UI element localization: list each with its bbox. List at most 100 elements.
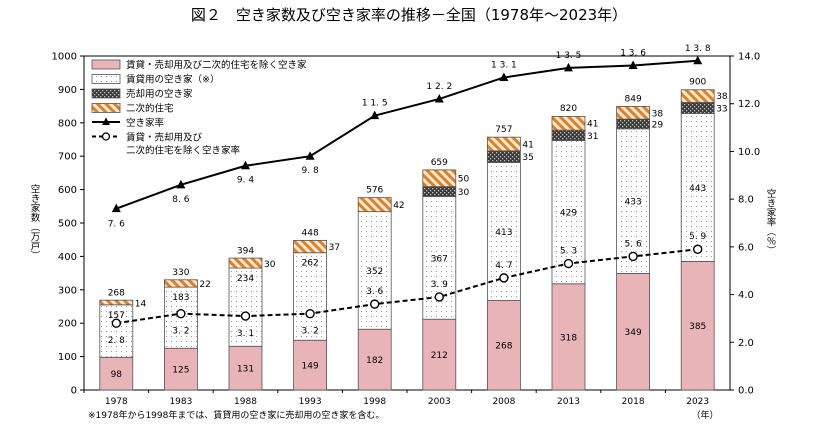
vacancy-rate-point — [370, 110, 380, 120]
total-label: 659 — [431, 158, 448, 168]
bar-secondary — [293, 239, 328, 254]
other-vacancy-rate-label: 3. 2 — [172, 327, 189, 337]
y2-tick-label: 6.0 — [738, 242, 754, 253]
vacancy-rate-point — [499, 72, 509, 81]
other-vacancy-rate-point — [370, 299, 380, 309]
legend-swatch — [91, 74, 121, 84]
chart-title: 図２ 空き家数及び空き家率の推移－全国（1978年～2023年） — [191, 6, 627, 24]
x-tick-label: 2018 — [622, 397, 645, 407]
x-tick-label: 1983 — [169, 397, 192, 407]
legend-swatch — [91, 59, 121, 70]
bar-for-sale — [551, 129, 586, 141]
data-label: 35 — [522, 153, 533, 163]
data-label: 212 — [431, 351, 448, 361]
total-label: 394 — [237, 246, 254, 256]
data-label: 183 — [172, 293, 189, 303]
legend-triangle-marker — [102, 117, 110, 125]
vacancy-rate-point — [241, 160, 250, 170]
y2-tick-label: 2.0 — [738, 338, 754, 349]
total-label: 849 — [625, 94, 642, 104]
legend-label: 二次的住宅を除く空き家率 — [126, 145, 241, 157]
legend-label: 売却用の空き家 — [126, 88, 193, 100]
legend-label: 二次的住宅 — [126, 103, 174, 115]
vacancy-rate-label: 9. 4 — [237, 176, 254, 186]
legend-label: 賃貸用の空き家（※） — [126, 74, 219, 86]
other-vacancy-rate-line — [116, 248, 698, 325]
x-tick-label: 2013 — [557, 397, 580, 407]
bar-rental — [357, 211, 392, 330]
data-label: 429 — [560, 209, 577, 219]
other-vacancy-rate-point — [499, 273, 509, 283]
legend-label: 空き家率 — [126, 117, 165, 129]
other-vacancy-rate-point — [563, 258, 574, 269]
legend-swatch — [91, 103, 121, 113]
other-vacancy-rate-label: 4. 7 — [495, 261, 512, 271]
data-label: 98 — [111, 370, 123, 380]
vacancy-rate-label: 9. 8 — [302, 166, 319, 176]
x-tick-label: 1993 — [299, 397, 322, 407]
total-label: 900 — [689, 77, 706, 87]
x-tick-label: 2008 — [492, 397, 515, 407]
other-vacancy-rate-label: 3. 2 — [302, 327, 319, 337]
data-label: 42 — [393, 201, 404, 211]
vacancy-rate-label: 8. 6 — [172, 195, 189, 205]
bar-secondary — [357, 197, 392, 213]
bar-secondary — [422, 169, 457, 187]
y2-tick-label: 10.0 — [738, 147, 760, 158]
data-label: 41 — [522, 141, 533, 151]
data-label: 37 — [329, 243, 340, 253]
legend-label: 賃貸・売却用及び二次的住宅を除く空き家 — [126, 59, 307, 71]
other-vacancy-rate-label: 5. 3 — [560, 247, 577, 257]
x-axis-unit: （年） — [691, 409, 718, 421]
bar-secondary — [99, 299, 134, 306]
data-label: 131 — [237, 365, 254, 375]
data-label: 38 — [716, 92, 728, 102]
bars: 98 157 14 268 125 183 22 330 131 234 30 394 149 262 37… — [99, 77, 728, 391]
vacancy-rate-point — [111, 203, 121, 213]
y2-tick-label: 12.0 — [738, 99, 760, 110]
vacancy-rate-label: 1 2. 2 — [426, 82, 452, 92]
bar-secondary — [680, 89, 715, 103]
data-label: 38 — [652, 109, 664, 119]
vacancy-rate-point — [305, 151, 315, 160]
bar-other-vacant — [680, 261, 715, 391]
data-label: 349 — [625, 328, 642, 338]
bar-for-sale — [486, 150, 521, 163]
total-label: 448 — [302, 228, 319, 238]
legend-circle-marker — [101, 132, 111, 141]
data-label: 14 — [135, 299, 147, 309]
other-vacancy-rate-point — [176, 308, 186, 319]
vacancy-rate-label: 1 1. 5 — [362, 99, 388, 109]
y-tick-label: 200 — [58, 319, 77, 330]
y-tick-label: 100 — [58, 352, 77, 363]
data-label: 413 — [495, 228, 512, 238]
data-label: 352 — [366, 267, 383, 277]
y-tick-label: 800 — [58, 118, 77, 129]
vacancy-rate-point — [176, 179, 186, 189]
total-label: 330 — [172, 268, 189, 278]
bar-rental — [680, 113, 715, 262]
bar-for-sale — [422, 186, 457, 198]
vacancy-rate-point — [434, 93, 444, 103]
y-tick-label: 900 — [58, 85, 77, 96]
other-vacancy-rate-label: 3. 6 — [366, 287, 383, 297]
bar-other-vacant — [486, 300, 521, 391]
other-vacancy-rate-point — [305, 308, 315, 319]
other-vacancy-rate-point — [434, 292, 444, 302]
bar-secondary — [228, 257, 263, 269]
vacancy-rate-label: 7. 6 — [108, 220, 125, 230]
bar-for-sale — [616, 118, 650, 130]
other-vacancy-rate-label: 5. 6 — [625, 239, 642, 249]
x-tick-label: 1998 — [363, 397, 386, 407]
vacancy-rate-label: 1 3. 8 — [685, 44, 711, 54]
data-label: 443 — [689, 184, 706, 194]
bar-secondary — [616, 106, 650, 120]
data-label: 385 — [689, 322, 706, 332]
bar-secondary — [163, 279, 198, 288]
data-label: 262 — [302, 259, 319, 269]
y-tick-label: 300 — [58, 285, 77, 296]
vacancy-rate-label: 1 3. 6 — [620, 49, 646, 59]
total-label: 757 — [495, 125, 512, 135]
